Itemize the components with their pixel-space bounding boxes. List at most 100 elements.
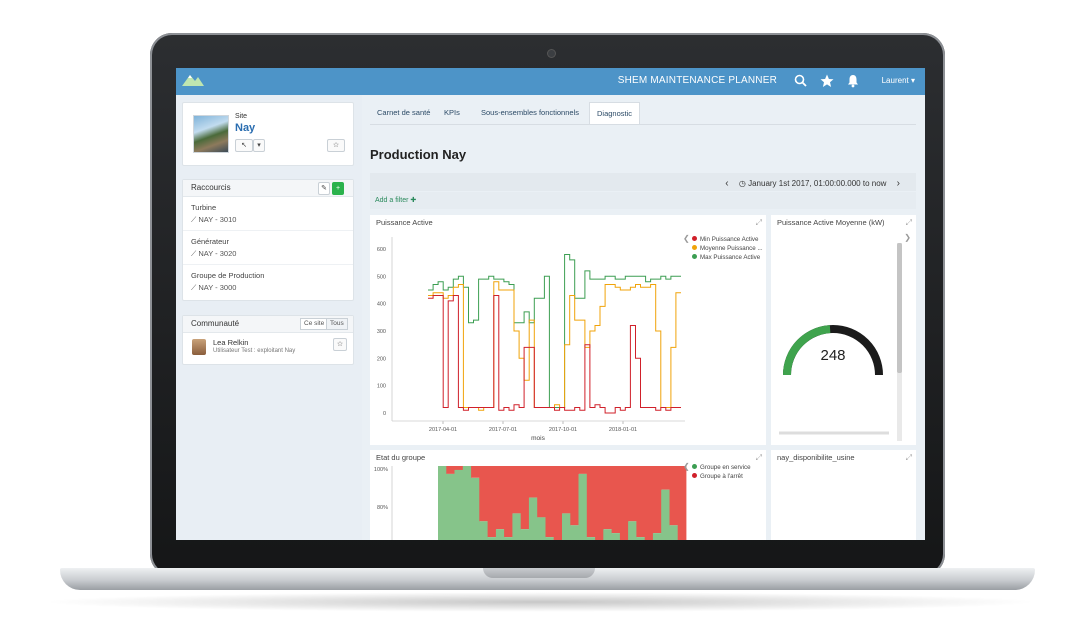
bar-arret[interactable] — [520, 466, 530, 530]
bar-arret[interactable] — [628, 466, 637, 522]
bar-arret[interactable] — [661, 466, 670, 490]
bar-arret[interactable] — [512, 466, 522, 514]
bar-service[interactable] — [495, 529, 505, 540]
bar-arret[interactable] — [570, 466, 579, 526]
bar-service[interactable] — [628, 521, 637, 540]
gauge-value: 248 — [820, 347, 845, 364]
bar-service[interactable] — [528, 497, 538, 540]
tool-dropdown-button[interactable]: ▾ — [253, 139, 265, 152]
bar-arret[interactable] — [611, 466, 621, 534]
bar-arret[interactable] — [446, 466, 455, 474]
bar-arret[interactable] — [545, 466, 555, 538]
app-title[interactable]: SHEM MAINTENANCE PLANNER — [617, 75, 777, 86]
bar-arret[interactable] — [636, 466, 646, 538]
user-menu[interactable]: Laurent ▾ — [882, 76, 915, 85]
bar-service[interactable] — [471, 477, 480, 540]
add-filter-link[interactable]: Add a filter ✚ — [375, 196, 416, 204]
bar-service[interactable] — [462, 466, 472, 540]
legend-item-max[interactable]: Max Puissance Active — [692, 253, 763, 262]
bar-arret[interactable] — [504, 466, 513, 538]
member-role: Utilisateur Test : exploitant Nay — [213, 348, 296, 354]
bar-service[interactable] — [545, 537, 555, 540]
bar-arret[interactable] — [562, 466, 571, 514]
bar-service[interactable] — [537, 517, 546, 540]
legend-toggle-icon[interactable]: ❮ — [683, 462, 690, 471]
bar-service[interactable] — [520, 529, 530, 540]
bar-service[interactable] — [636, 537, 646, 540]
bar-arret[interactable] — [677, 466, 687, 540]
prev-chevron-icon[interactable]: ‹ — [725, 178, 729, 189]
bar-arret[interactable] — [454, 466, 464, 470]
bar-service[interactable] — [661, 489, 670, 540]
bar-arret[interactable] — [487, 466, 497, 538]
mountain-logo-icon[interactable] — [182, 72, 204, 86]
bar-service[interactable] — [504, 537, 513, 540]
legend-label: Min Puissance Active — [700, 236, 759, 243]
scrollbar-thumb[interactable] — [897, 243, 902, 373]
bar-service[interactable] — [669, 525, 679, 540]
site-label: Site — [235, 113, 248, 120]
bar-service[interactable] — [562, 513, 571, 540]
laptop-notch — [483, 568, 595, 578]
bar-service[interactable] — [454, 469, 464, 540]
bar-arret[interactable] — [595, 466, 604, 540]
bar-arret[interactable] — [553, 466, 563, 540]
bar-service[interactable] — [578, 473, 588, 540]
legend-toggle-icon[interactable]: ❯ — [904, 233, 911, 242]
favorite-site-button[interactable]: ☆ — [327, 139, 345, 152]
bar-service[interactable] — [479, 521, 488, 540]
shortcut-item-groupe[interactable]: Groupe de Production ⟋ NAY - 3000 — [183, 265, 353, 298]
shortcut-item-generateur[interactable]: Générateur ⟋ NAY - 3020 — [183, 231, 353, 265]
tab-kpis[interactable]: KPIs — [444, 108, 460, 117]
bar-arret[interactable] — [644, 466, 654, 540]
bar-service[interactable] — [603, 529, 612, 540]
expand-icon[interactable]: ⤢ — [905, 218, 912, 227]
legend-item-min[interactable]: Min Puissance Active — [692, 235, 763, 244]
site-name[interactable]: Nay — [235, 122, 256, 134]
bar-arret[interactable] — [537, 466, 546, 518]
bar-arret[interactable] — [619, 466, 629, 540]
bar-arret[interactable] — [652, 466, 662, 534]
bar-service[interactable] — [487, 537, 497, 540]
bar-arret[interactable] — [495, 466, 505, 530]
tab-diagnostic[interactable]: Diagnostic — [589, 102, 641, 125]
bar-arret[interactable] — [528, 466, 538, 498]
search-icon[interactable] — [793, 73, 809, 89]
edit-shortcuts-button[interactable]: ✎ — [318, 182, 330, 195]
add-shortcut-button[interactable]: + — [332, 182, 344, 195]
time-range[interactable]: ‹ ◷ January 1st 2017, 01:00:00.000 to no… — [725, 178, 900, 189]
bar-arret[interactable] — [669, 466, 679, 526]
cursor-tool-button[interactable]: ↖ — [235, 139, 253, 152]
app-screen: SHEM MAINTENANCE PLANNER Laurent ▾ Site … — [176, 68, 925, 540]
legend-item-service[interactable]: Groupe en service — [692, 463, 751, 472]
star-icon[interactable] — [819, 73, 835, 89]
shortcut-item-turbine[interactable]: Turbine ⟋ NAY - 3010 — [183, 197, 353, 231]
bar-service[interactable] — [512, 513, 522, 540]
bar-arret[interactable] — [586, 466, 596, 538]
filter-all-button[interactable]: Tous — [326, 318, 348, 330]
next-chevron-icon[interactable]: › — [896, 178, 900, 189]
bell-icon[interactable] — [845, 73, 861, 89]
bar-arret[interactable] — [479, 466, 488, 522]
filter-this-site-button[interactable]: Ce site — [300, 318, 329, 330]
bar-service[interactable] — [438, 466, 447, 540]
expand-icon[interactable]: ⤢ — [755, 453, 762, 462]
tab-sous-ensembles[interactable]: Sous-ensembles fonctionnels — [481, 108, 579, 117]
bar-service[interactable] — [611, 533, 621, 540]
follow-member-button[interactable]: ☆ — [333, 338, 347, 351]
member-name[interactable]: Lea Relkin — [213, 338, 249, 347]
bar-service[interactable] — [570, 525, 579, 540]
expand-icon[interactable]: ⤢ — [755, 218, 762, 227]
bar-service[interactable] — [446, 473, 455, 540]
bar-service[interactable] — [652, 533, 662, 540]
legend-toggle-icon[interactable]: ❮ — [683, 234, 690, 243]
clock-icon: ◷ — [738, 179, 746, 188]
bar-arret[interactable] — [471, 466, 480, 478]
bar-service[interactable] — [586, 537, 596, 540]
tab-carnet-de-sante[interactable]: Carnet de santé — [377, 108, 431, 117]
bar-arret[interactable] — [603, 466, 612, 530]
legend-item-moyenne[interactable]: Moyenne Puissance ... — [692, 244, 763, 253]
expand-icon[interactable]: ⤢ — [905, 453, 912, 462]
legend-item-arret[interactable]: Groupe à l'arrêt — [692, 472, 751, 481]
bar-arret[interactable] — [578, 466, 588, 474]
